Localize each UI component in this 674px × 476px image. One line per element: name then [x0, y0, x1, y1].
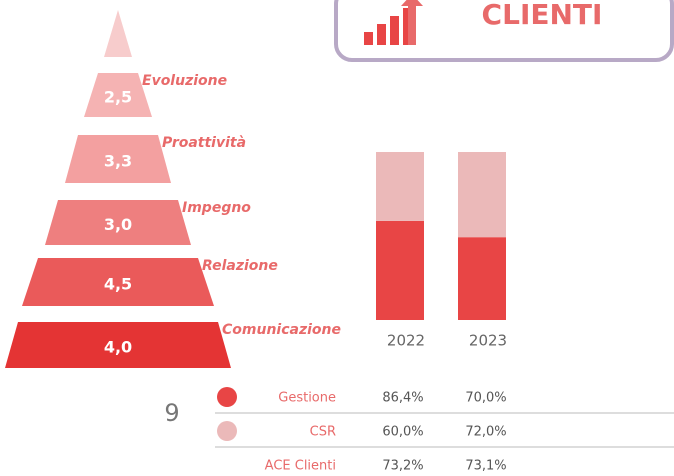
table-value: 70,0%	[465, 391, 506, 406]
page-number: 9	[164, 399, 179, 427]
chart-icon	[364, 0, 423, 45]
bar-segment	[458, 152, 506, 238]
legend-label: CSR	[310, 425, 336, 440]
level-label: Impegno	[182, 200, 251, 216]
table-value: 86,4%	[382, 391, 423, 406]
table-value: 60,0%	[382, 425, 423, 440]
legend-label: ACE Clienti	[265, 459, 336, 474]
level-label: Relazione	[202, 258, 278, 274]
level-label: Comunicazione	[222, 322, 341, 338]
bar-segment	[376, 220, 424, 320]
level-value: 4,0	[104, 338, 132, 357]
legend-label: Gestione	[278, 391, 336, 406]
header-box	[334, 0, 674, 62]
header-title: CLIENTI	[482, 0, 603, 31]
level-value: 2,5	[104, 88, 132, 107]
x-tick-label: 2022	[387, 332, 425, 350]
pyramid-tip	[104, 10, 132, 57]
legend-swatch	[217, 387, 237, 407]
pyramid-level	[84, 73, 152, 117]
legend-swatch	[217, 421, 237, 441]
table-value: 73,1%	[465, 459, 506, 474]
table-value: 72,0%	[465, 425, 506, 440]
bar-segment	[376, 152, 424, 221]
table-value: 73,2%	[382, 459, 423, 474]
pyramid-level	[65, 135, 171, 183]
pyramid-level	[5, 322, 231, 368]
level-value: 4,5	[104, 275, 132, 294]
level-value: 3,3	[104, 152, 132, 171]
bar-segment	[458, 237, 506, 320]
level-label: Evoluzione	[142, 73, 227, 89]
level-label: Proattività	[162, 135, 246, 151]
pyramid-level	[45, 200, 191, 245]
x-tick-label: 2023	[469, 332, 507, 350]
pyramid-level	[22, 258, 214, 306]
level-value: 3,0	[104, 215, 132, 234]
